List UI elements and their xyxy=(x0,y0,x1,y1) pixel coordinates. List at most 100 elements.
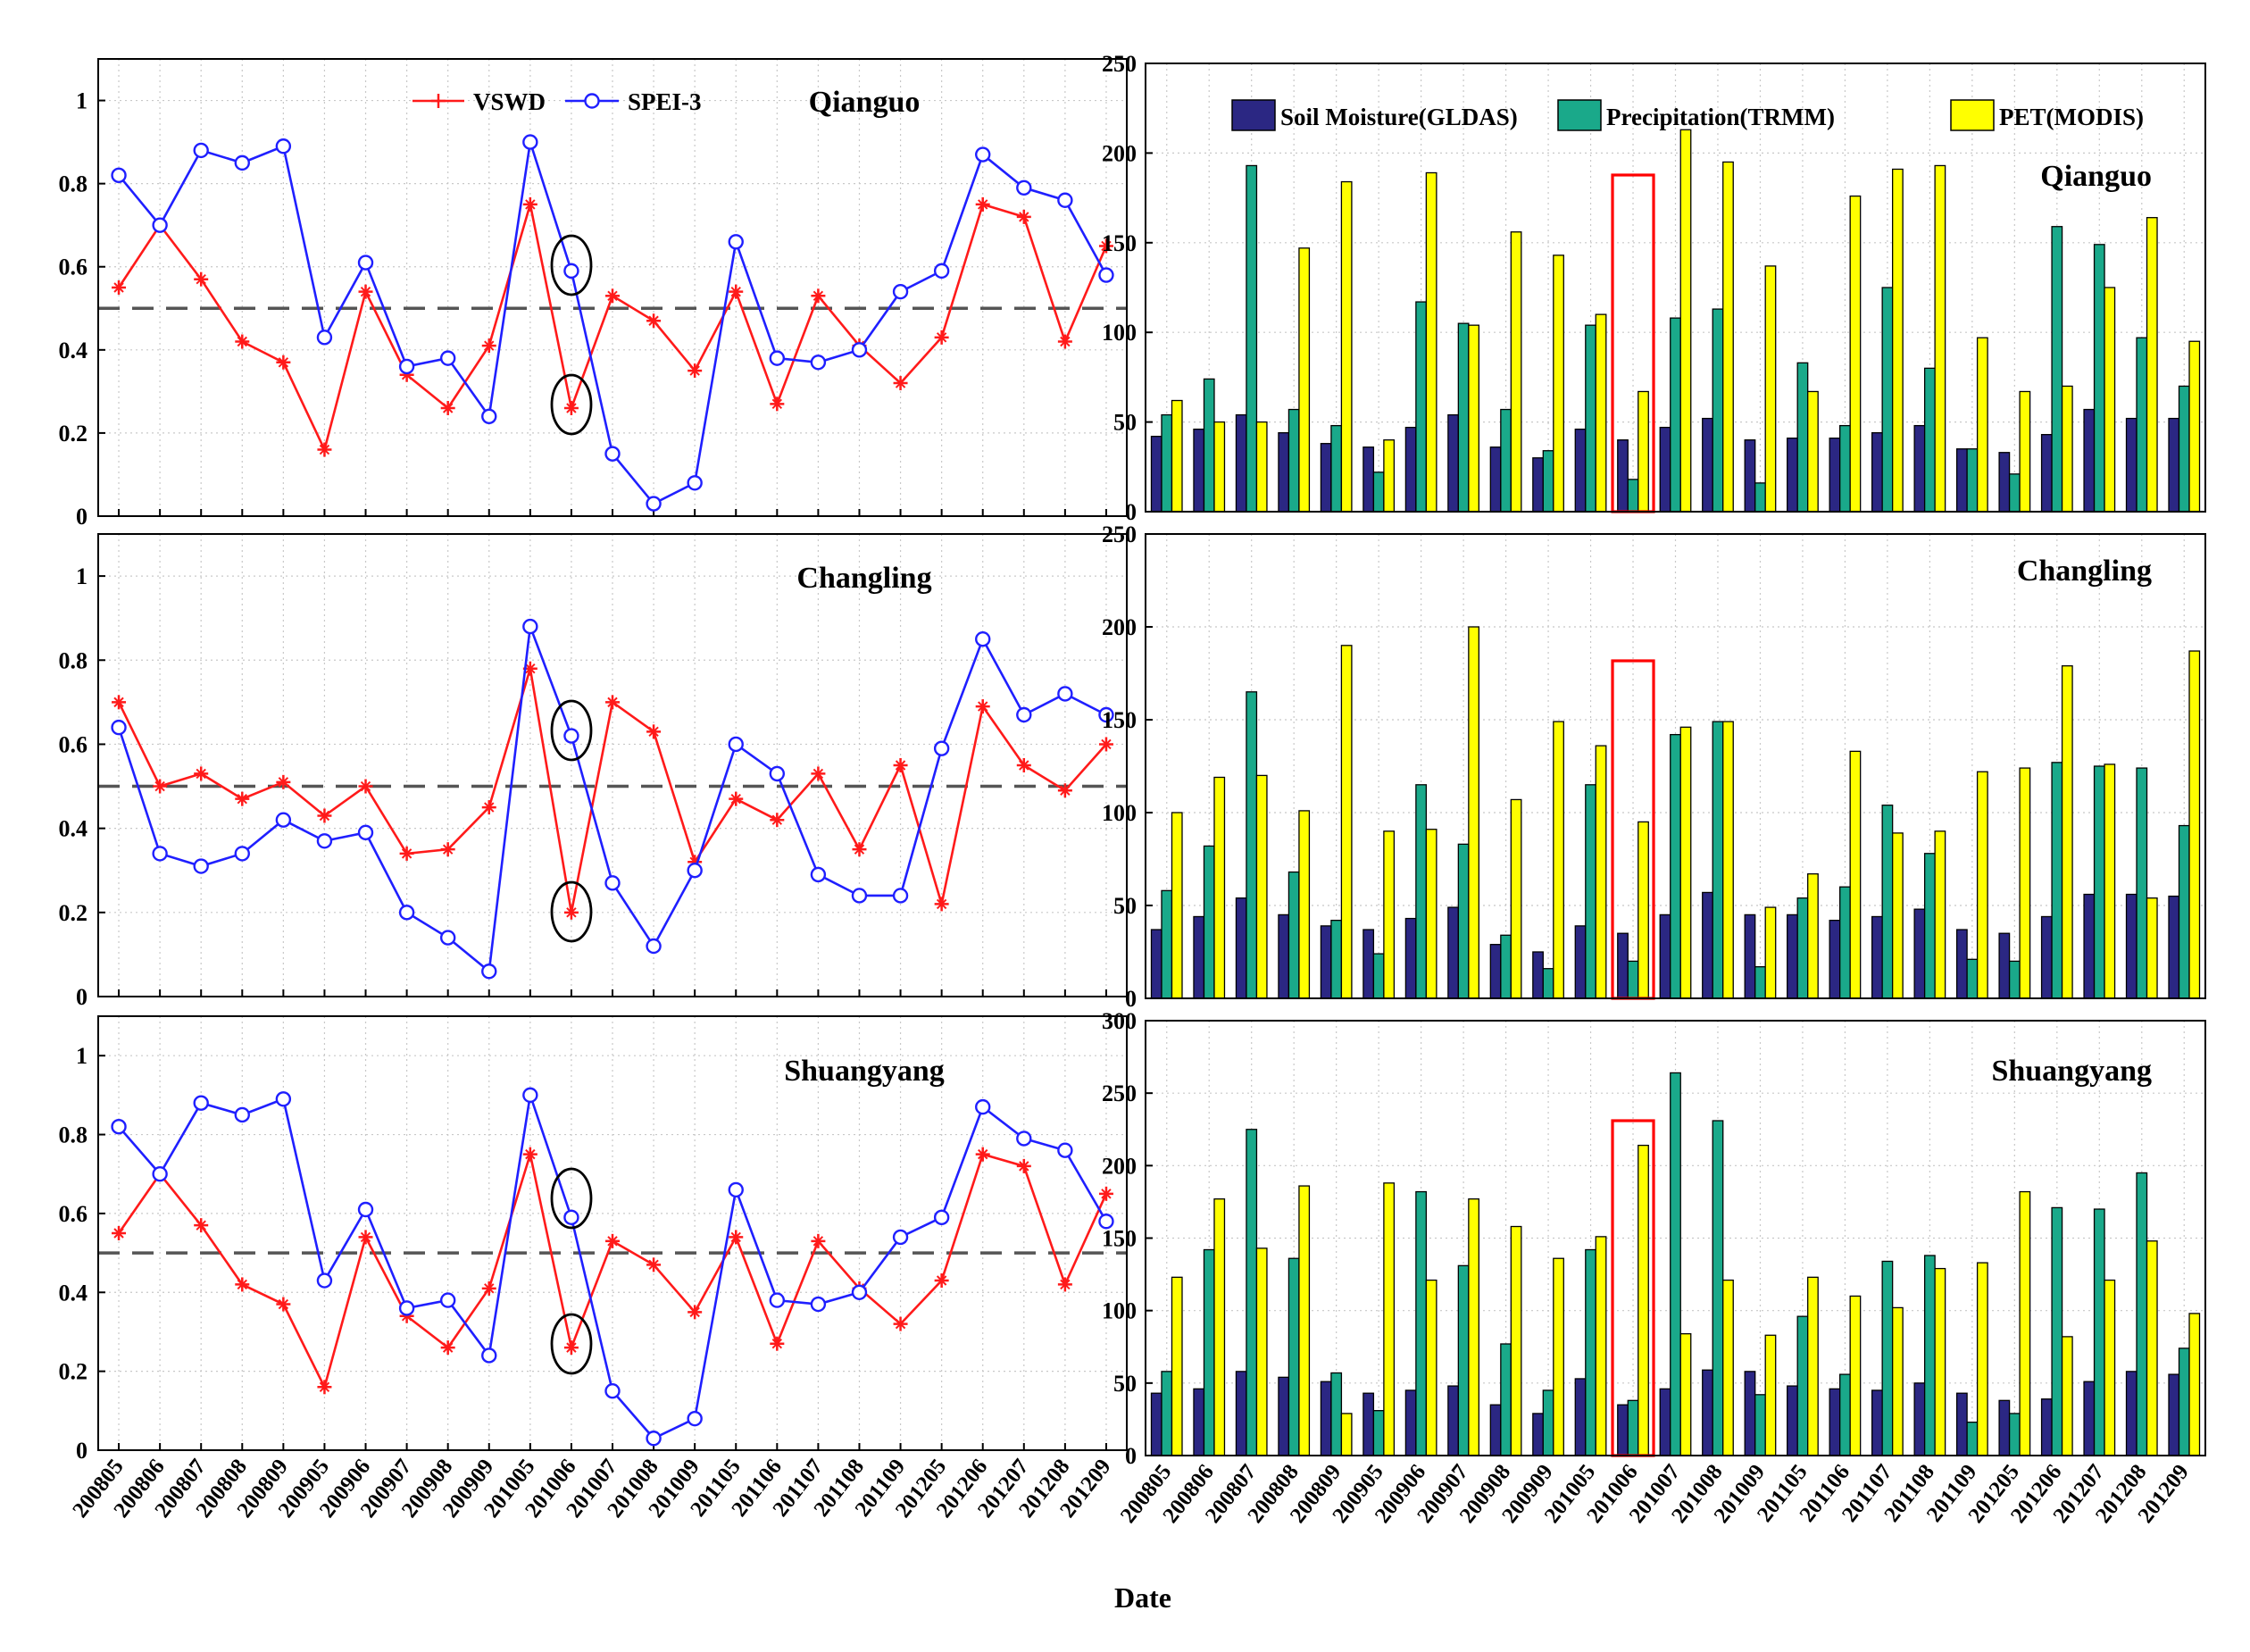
y-tick-label: 0.8 xyxy=(59,171,88,197)
spei-point xyxy=(481,408,497,424)
pet-bar xyxy=(1468,324,1479,513)
spei-point xyxy=(1098,706,1114,723)
precipitation-bar xyxy=(2136,1172,2148,1456)
soil-moisture-bar xyxy=(2125,893,2138,999)
precipitation-bar xyxy=(1966,958,1979,999)
vswd-marker-d2 xyxy=(196,1220,206,1231)
vswd-point xyxy=(729,1230,744,1245)
vswd-point xyxy=(317,442,332,457)
spei-point xyxy=(1057,1142,1073,1158)
soil-moisture-bar xyxy=(1702,417,1713,513)
spei-point xyxy=(933,263,950,280)
y-tick-label: 1 xyxy=(76,563,88,589)
pet-bar xyxy=(2061,1336,2073,1456)
line-panel-changling: 0 0.2 0.4 0.6 0.8 1 Changling xyxy=(59,533,1128,1010)
spei-point xyxy=(522,618,538,635)
spei-point xyxy=(111,1119,127,1135)
vswd-marker-d2 xyxy=(812,290,824,302)
pet-bar xyxy=(1638,821,1649,999)
precipitation-bar xyxy=(1288,871,1300,999)
spei-point xyxy=(892,888,909,904)
precipitation-bar xyxy=(2178,824,2190,999)
vswd-marker-d2 xyxy=(484,802,495,813)
pet-bar xyxy=(2019,767,2031,999)
spei-point xyxy=(810,1296,827,1313)
pet-bar xyxy=(1934,830,1946,999)
vswd-point xyxy=(893,1316,908,1331)
vswd-point xyxy=(481,338,496,354)
soil-moisture-bar xyxy=(1702,891,1713,999)
precipitation-bar xyxy=(2178,1347,2190,1456)
vswd-marker-d2 xyxy=(442,844,454,855)
y-tick-label: 0.2 xyxy=(59,900,88,926)
y-tick-label: 0 xyxy=(1125,1443,1137,1469)
vswd-marker-d2 xyxy=(196,768,206,780)
pet-bar xyxy=(2061,665,2073,999)
spei-point xyxy=(892,283,909,300)
pet-bar xyxy=(1679,129,1692,513)
spei-point xyxy=(439,1292,456,1308)
spei-point xyxy=(646,1431,662,1447)
vswd-marker-d2 xyxy=(648,726,659,738)
y-tick-label: 0.6 xyxy=(59,1201,88,1227)
spei-point xyxy=(728,736,744,753)
spei-point xyxy=(398,905,415,921)
vswd-marker-d2 xyxy=(689,1306,700,1318)
spei-point xyxy=(933,1209,950,1226)
y-tick-label: 0 xyxy=(1125,986,1137,1012)
spei-point xyxy=(439,930,456,946)
spei-point xyxy=(357,1201,374,1218)
y-tick-label: 0.4 xyxy=(59,816,88,842)
soil-moisture-bar xyxy=(1320,443,1332,513)
pet-bar xyxy=(1510,798,1522,999)
precipitation-bar xyxy=(2136,337,2148,513)
pet-bar xyxy=(2104,287,2116,513)
soil-moisture-bar xyxy=(1447,906,1459,999)
spei-point xyxy=(234,1106,250,1123)
soil-moisture-bar xyxy=(1659,1388,1671,1456)
pet-bar xyxy=(1679,1332,1692,1456)
soil-moisture-bar xyxy=(1998,452,2011,513)
y-tick-label: 150 xyxy=(1102,230,1137,256)
vswd-point xyxy=(235,791,250,806)
vswd-point xyxy=(235,1277,250,1292)
spei-point xyxy=(111,719,127,736)
vswd-point xyxy=(440,842,455,857)
spei-point xyxy=(1098,1214,1114,1230)
y-tick-label: 0 xyxy=(76,504,88,530)
vswd-marker-d2 xyxy=(1060,336,1071,347)
precipitation-bar xyxy=(1372,471,1385,513)
spei-point xyxy=(193,142,209,159)
pet-bar xyxy=(2061,385,2073,513)
soil-moisture-bar xyxy=(2040,915,2053,999)
vswd-marker-d2 xyxy=(812,1236,824,1247)
soil-moisture-bar xyxy=(1278,431,1290,513)
precipitation-bar xyxy=(1966,1422,1979,1456)
plot-frame xyxy=(1145,63,2206,513)
precipitation-bar xyxy=(1246,1129,1258,1456)
spei-point xyxy=(933,740,950,756)
pet-bar xyxy=(1976,337,1988,513)
pet-bar xyxy=(1764,1334,1777,1456)
soil-moisture-bar xyxy=(1532,457,1544,513)
y-tick-label: 150 xyxy=(1102,707,1137,733)
spei-point xyxy=(604,1383,621,1399)
pet-bar xyxy=(1934,1267,1946,1456)
precipitation-bar xyxy=(1161,1371,1173,1456)
vswd-marker-d2 xyxy=(401,848,412,859)
spei-point xyxy=(193,1095,209,1111)
soil-moisture-bar xyxy=(1659,914,1671,999)
vswd-marker-d2 xyxy=(978,1148,988,1160)
vswd-point xyxy=(1016,1158,1031,1173)
vswd-point xyxy=(481,1281,496,1296)
plot-frame xyxy=(97,533,1128,997)
soil-moisture-bar xyxy=(1404,426,1417,513)
pet-bar xyxy=(1849,750,1862,999)
soil-moisture-bar xyxy=(2168,1373,2180,1456)
precipitation-bar xyxy=(2008,960,2021,999)
vswd-point xyxy=(688,1305,703,1320)
pet-bar xyxy=(1298,247,1311,513)
precipitation-bar xyxy=(1670,733,1681,999)
precipitation-bar xyxy=(1288,408,1300,513)
vswd-marker-d2 xyxy=(278,777,289,788)
